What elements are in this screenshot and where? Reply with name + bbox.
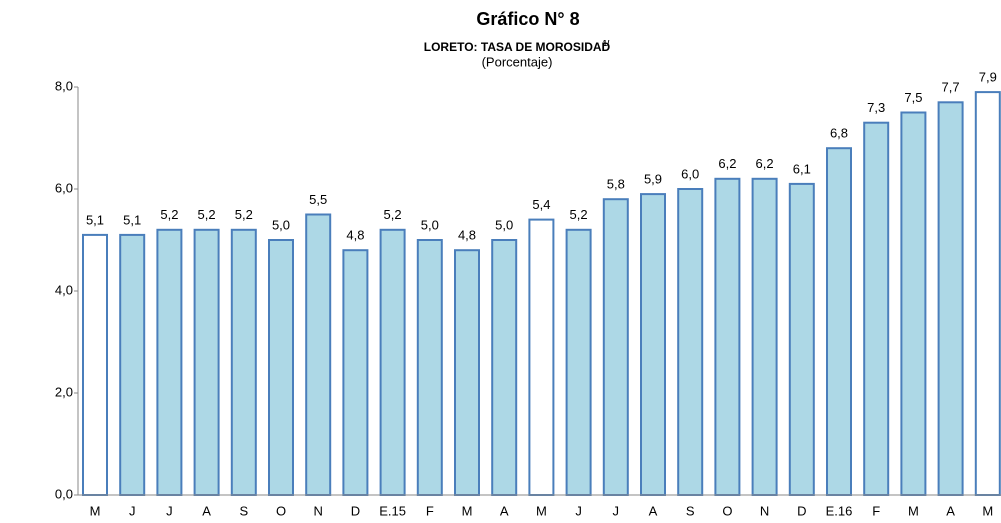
x-tick-label: J (613, 503, 620, 518)
x-tick-label: M (462, 503, 473, 518)
value-label: 7,3 (867, 100, 885, 115)
chart-title: Gráfico N° 8 (476, 9, 579, 29)
bar (937, 101, 964, 497)
x-tick-label: O (722, 503, 732, 518)
bar (565, 228, 592, 497)
bar (156, 228, 183, 497)
x-tick-label: A (946, 503, 955, 518)
x-tick-label: M (982, 503, 993, 518)
bar (305, 213, 332, 496)
value-label: 5,2 (198, 207, 216, 222)
bar (268, 239, 294, 496)
value-label: 6,2 (756, 156, 774, 171)
bar (491, 239, 518, 496)
bar (900, 111, 927, 496)
y-tick-label: 4,0 (55, 282, 73, 297)
x-tick-label: J (166, 503, 173, 518)
x-tick-label: F (426, 503, 434, 518)
value-label: 5,1 (123, 212, 141, 227)
y-tick-label: 8,0 (55, 78, 73, 93)
value-label: 4,8 (346, 228, 364, 243)
bar (788, 182, 815, 496)
bar (119, 233, 146, 496)
x-tick-label: E.16 (826, 503, 853, 518)
value-label: 5,5 (309, 192, 327, 207)
subtitle-note: 1/ (603, 39, 610, 48)
x-tick-label: O (276, 503, 286, 518)
bar (602, 198, 629, 496)
value-label: 5,2 (160, 207, 178, 222)
value-label: 5,0 (272, 217, 290, 232)
value-label: 5,0 (421, 217, 439, 232)
x-tick-label: D (351, 503, 360, 518)
bar (714, 177, 741, 497)
x-tick-label: S (686, 503, 695, 518)
x-tick-label: J (129, 503, 136, 518)
x-tick-label: F (872, 503, 880, 518)
x-tick-label: A (649, 503, 658, 518)
value-label: 4,8 (458, 228, 476, 243)
bar (528, 218, 555, 496)
value-label: 6,8 (830, 126, 848, 141)
value-label: 7,7 (942, 80, 960, 95)
x-tick-label: A (500, 503, 509, 518)
x-tick-label: D (797, 503, 806, 518)
value-label: 5,2 (570, 207, 588, 222)
y-tick-label: 6,0 (55, 180, 73, 195)
bar (342, 249, 369, 496)
bar (416, 239, 443, 496)
y-tick-label: 0,0 (55, 486, 73, 501)
x-tick-label: N (760, 503, 769, 518)
value-label: 5,9 (644, 172, 662, 187)
x-tick-label: M (908, 503, 919, 518)
value-label: 5,0 (495, 217, 513, 232)
chart-subtitle: LORETO: TASA DE MOROSIDAD (424, 40, 611, 54)
x-tick-label: E.15 (379, 503, 406, 518)
value-label: 5,1 (86, 212, 104, 227)
bar (974, 91, 1001, 496)
value-label: 6,0 (681, 166, 699, 181)
bar (193, 228, 220, 497)
bar (826, 147, 852, 496)
y-tick-label: 2,0 (55, 384, 73, 399)
value-label: 6,2 (718, 156, 736, 171)
bar (230, 228, 257, 497)
value-label: 5,8 (607, 177, 625, 192)
value-label: 7,5 (904, 90, 922, 105)
bar (379, 228, 406, 497)
value-label: 5,4 (532, 197, 550, 212)
x-tick-label: M (90, 503, 101, 518)
bar (863, 121, 890, 496)
bar (82, 233, 108, 496)
bar (640, 193, 666, 496)
x-tick-label: J (575, 503, 582, 518)
x-tick-label: N (314, 503, 323, 518)
unit-label: (Porcentaje) (482, 54, 553, 69)
value-label: 5,2 (235, 207, 253, 222)
x-tick-label: M (536, 503, 547, 518)
value-label: 5,2 (384, 207, 402, 222)
value-label: 7,9 (979, 70, 997, 85)
x-tick-label: A (202, 503, 211, 518)
value-label: 6,1 (793, 161, 811, 176)
bar (751, 177, 778, 497)
bar (677, 188, 704, 496)
bar (454, 249, 480, 496)
x-tick-label: S (239, 503, 248, 518)
